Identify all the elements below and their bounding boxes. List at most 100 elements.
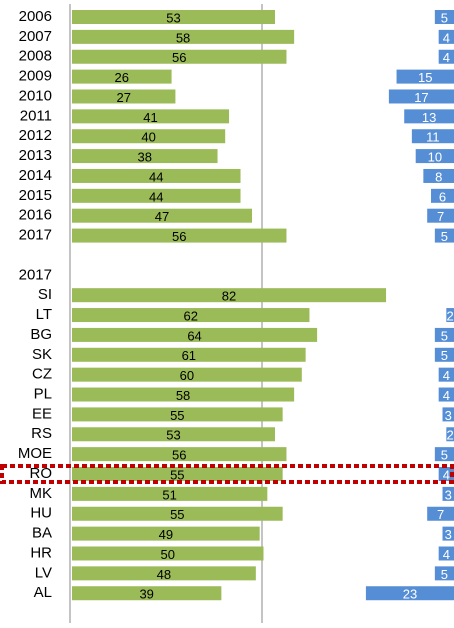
category-label: 2017 bbox=[19, 227, 52, 244]
value-label: 4 bbox=[443, 30, 450, 45]
value-label: 49 bbox=[159, 527, 173, 542]
bar bbox=[446, 308, 454, 323]
value-label: 55 bbox=[170, 507, 184, 522]
bar bbox=[438, 387, 454, 402]
category-label: 2008 bbox=[19, 48, 52, 65]
bar bbox=[72, 586, 222, 601]
value-label: 3 bbox=[445, 487, 452, 502]
category-label: RO bbox=[30, 465, 53, 482]
bar bbox=[72, 566, 256, 581]
value-label: 2 bbox=[447, 308, 454, 323]
bar bbox=[72, 308, 310, 323]
bar bbox=[72, 427, 275, 442]
category-label: PL bbox=[34, 385, 52, 402]
value-label: 44 bbox=[149, 189, 163, 204]
bar bbox=[427, 208, 454, 223]
value-label: 38 bbox=[138, 150, 152, 165]
value-label: 64 bbox=[187, 328, 201, 343]
category-label: HU bbox=[30, 505, 52, 522]
value-label: 82 bbox=[222, 289, 236, 304]
value-label: 56 bbox=[172, 229, 186, 244]
value-label: 8 bbox=[435, 169, 442, 184]
value-label: 47 bbox=[155, 209, 169, 224]
category-label: 2007 bbox=[19, 28, 52, 45]
value-label: 7 bbox=[437, 209, 444, 224]
value-label: 3 bbox=[445, 527, 452, 542]
value-label: 40 bbox=[141, 130, 155, 145]
bar bbox=[72, 327, 318, 342]
bar bbox=[423, 168, 454, 183]
category-label: MK bbox=[30, 485, 53, 502]
category-label: MOE bbox=[18, 445, 52, 462]
value-label: 61 bbox=[182, 348, 196, 363]
value-label: 55 bbox=[170, 408, 184, 423]
bar bbox=[72, 347, 306, 362]
bar bbox=[72, 546, 264, 561]
bar bbox=[365, 586, 454, 601]
category-label: BA bbox=[32, 525, 52, 542]
category-label: 2014 bbox=[19, 167, 52, 184]
category-label: LV bbox=[35, 564, 52, 581]
bar bbox=[434, 566, 454, 581]
category-label: 2006 bbox=[19, 8, 52, 25]
bar bbox=[72, 89, 176, 104]
value-label: 5 bbox=[441, 567, 448, 582]
value-label: 60 bbox=[180, 368, 194, 383]
category-label: 2012 bbox=[19, 127, 52, 144]
value-label: 13 bbox=[422, 110, 436, 125]
bar bbox=[72, 129, 226, 144]
category-label: 2015 bbox=[19, 187, 52, 204]
bar bbox=[72, 208, 253, 223]
bar bbox=[438, 367, 454, 382]
category-label: LT bbox=[36, 306, 52, 323]
value-label: 5 bbox=[441, 10, 448, 25]
value-label: 39 bbox=[139, 587, 153, 602]
bar bbox=[434, 228, 454, 243]
category-label: 2013 bbox=[19, 147, 52, 164]
bar bbox=[427, 506, 454, 521]
value-label: 53 bbox=[166, 428, 180, 443]
bar bbox=[446, 427, 454, 442]
bar bbox=[72, 387, 295, 402]
bar bbox=[72, 447, 287, 462]
bar bbox=[396, 69, 454, 84]
bar bbox=[72, 188, 241, 203]
bar bbox=[442, 526, 454, 541]
bar bbox=[411, 129, 454, 144]
bar bbox=[72, 486, 268, 501]
category-label: SK bbox=[32, 346, 52, 363]
bar bbox=[72, 168, 241, 183]
value-label: 4 bbox=[443, 388, 450, 403]
value-label: 58 bbox=[176, 388, 190, 403]
bar bbox=[438, 467, 454, 482]
category-label: 2011 bbox=[20, 107, 52, 124]
bar bbox=[438, 49, 454, 64]
bar bbox=[72, 506, 283, 521]
value-label: 4 bbox=[443, 50, 450, 65]
value-label: 11 bbox=[426, 130, 440, 145]
value-label: 4 bbox=[443, 467, 450, 482]
value-label: 4 bbox=[443, 547, 450, 562]
category-label: CZ bbox=[32, 366, 52, 383]
value-label: 3 bbox=[445, 408, 452, 423]
bar bbox=[72, 407, 283, 422]
category-label: 2010 bbox=[19, 87, 52, 104]
value-label: 55 bbox=[170, 467, 184, 482]
bar bbox=[72, 109, 230, 124]
value-label: 5 bbox=[441, 328, 448, 343]
bar bbox=[388, 89, 454, 104]
value-label: 5 bbox=[441, 448, 448, 463]
bar bbox=[404, 109, 454, 124]
value-label: 5 bbox=[441, 348, 448, 363]
value-label: 50 bbox=[161, 547, 175, 562]
bar bbox=[434, 10, 454, 24]
bar bbox=[72, 228, 287, 243]
value-label: 41 bbox=[143, 110, 157, 125]
bar bbox=[72, 69, 172, 84]
bar bbox=[72, 288, 387, 303]
value-label: 27 bbox=[116, 90, 130, 105]
value-label: 5 bbox=[441, 229, 448, 244]
value-label: 26 bbox=[115, 70, 129, 85]
value-label: 53 bbox=[166, 10, 180, 25]
